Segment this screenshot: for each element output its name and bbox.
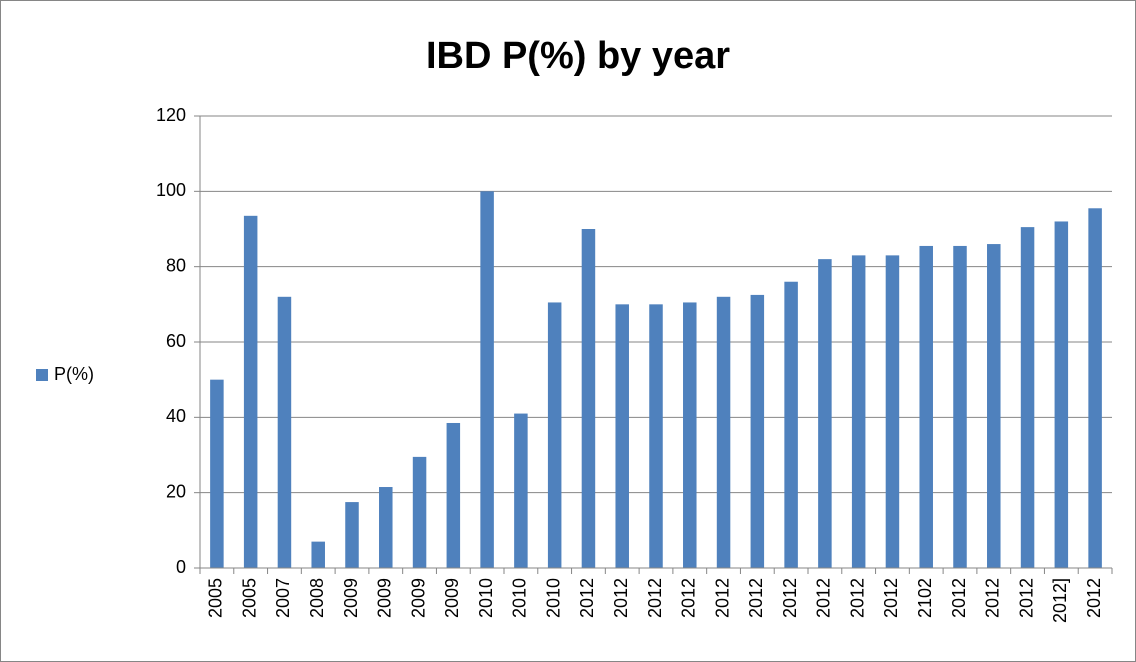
x-tick-label: 2012 [577,578,597,618]
x-tick-label: 2012 [1016,578,1036,618]
bar [919,245,933,568]
x-tick-label: 2009 [408,578,428,618]
bar [784,281,798,568]
x-tick-label: 2012 [679,578,699,618]
x-tick-label: 2012 [814,578,834,618]
x-tick-label: 2012 [847,578,867,618]
x-tick-label: 2012 [645,578,665,618]
bar [987,244,1001,569]
bar [412,456,427,568]
bar [446,422,461,568]
bar [345,502,359,568]
x-tick-label: 2009 [442,578,462,618]
x-tick-label: 2012 [780,578,800,618]
bar [547,302,562,568]
y-tick-label: 80 [166,255,186,275]
bar [379,487,393,568]
legend-label: P(%) [54,364,94,384]
x-tick-label: 2012 [746,578,766,618]
x-tick-label: 2012 [712,578,732,618]
bar [851,255,866,568]
bar [649,304,663,568]
y-tick-label: 60 [166,331,186,351]
x-tick-label: 2012 [983,578,1003,618]
x-tick-label: 2010 [510,578,530,618]
x-tick-label: 2009 [375,578,395,618]
x-tick-label: 2012 [611,578,631,618]
x-tick-label: 2012 [1084,578,1104,618]
bar [581,229,596,568]
bar [885,255,900,568]
x-tick-label: 2005 [239,578,259,618]
x-tick-label: 2102 [915,578,935,618]
y-tick-label: 120 [156,105,186,125]
y-tick-label: 0 [176,557,186,577]
y-tick-label: 40 [166,406,186,426]
x-tick-label: 2012] [1050,578,1070,623]
bar [750,294,765,568]
bar [683,302,697,568]
x-tick-label: 2010 [476,578,496,618]
bar [1088,208,1102,569]
x-tick-label: 2012 [949,578,969,618]
x-tick-label: 2008 [307,578,327,618]
legend-swatch [36,369,48,381]
bar [210,379,224,568]
bar [615,304,629,568]
x-tick-label: 2009 [341,578,361,618]
bar [1054,221,1069,568]
y-tick-label: 20 [166,481,186,501]
bar [480,191,494,569]
y-tick-label: 100 [156,180,186,200]
bar [716,296,731,568]
bar [818,259,832,568]
bar [953,245,967,568]
bar [277,296,292,568]
bar [311,541,325,568]
x-tick-label: 2010 [543,578,563,618]
chart-title: IBD P(%) by year [426,35,730,77]
bar [1020,227,1035,568]
x-tick-label: 2012 [881,578,901,618]
bar [514,413,528,568]
x-tick-label: 2007 [273,578,293,618]
bar [243,215,258,569]
x-tick-label: 2005 [206,578,226,618]
